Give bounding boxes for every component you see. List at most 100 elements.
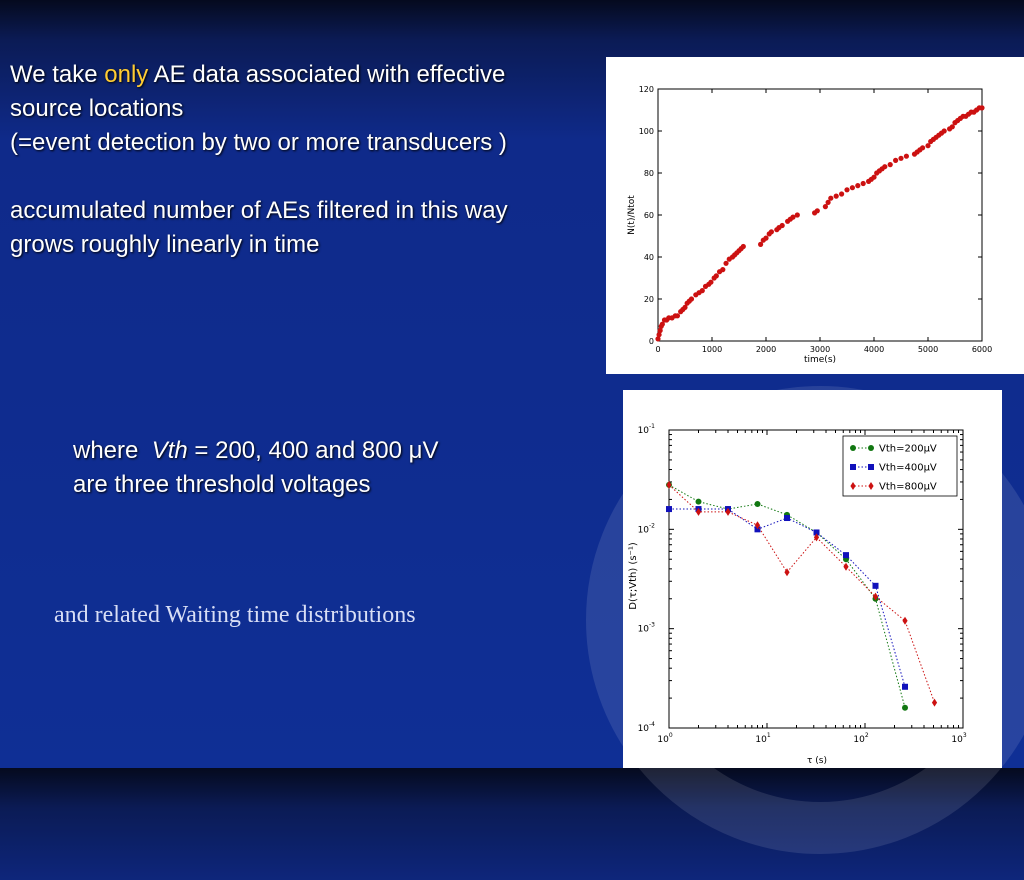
x-tick-label: 3000: [810, 345, 830, 354]
data-point: [920, 145, 926, 151]
data-point: [887, 162, 893, 168]
where-line-2: are three threshold voltages: [73, 471, 371, 498]
legend-label: Vth=400μV: [879, 463, 937, 474]
data-point: [844, 187, 850, 193]
data-point: [855, 183, 861, 189]
x-tick-label: 102: [853, 732, 868, 745]
x-tick-label: 6000: [972, 345, 992, 354]
highlight-only: only: [104, 61, 149, 88]
data-point: [720, 267, 726, 273]
data-point: [898, 155, 904, 161]
y-tick-label: 60: [644, 211, 654, 220]
data-point: [790, 214, 796, 220]
x-tick-label: 100: [657, 732, 672, 745]
intro-line-1: We take only AE data associated with eff…: [10, 61, 506, 88]
intro-line-2: source locations: [10, 95, 184, 122]
data-point: [768, 229, 774, 235]
data-point: [882, 164, 888, 170]
intro-line-5: grows roughly linearly in time: [10, 231, 320, 258]
legend-marker: [868, 445, 874, 451]
legend-marker: [868, 464, 874, 470]
y-tick-label: 10-3: [638, 622, 656, 635]
data-point: [763, 235, 769, 241]
legend-marker: [850, 482, 856, 490]
plot-frame: [668, 429, 964, 729]
data-point: [925, 143, 931, 149]
data-point: [695, 498, 702, 505]
legend: Vth=200μV Vth=400μV Vth=800μV: [842, 435, 958, 497]
data-point: [979, 105, 985, 111]
data-point: [843, 552, 850, 559]
data-point: [902, 704, 909, 711]
plot-frame: [657, 88, 983, 342]
data-point: [825, 199, 831, 205]
data-point: [822, 204, 828, 210]
y-tick-label: 80: [644, 169, 654, 178]
data-point: [659, 321, 665, 327]
data-point: [688, 296, 695, 302]
data-point: [699, 288, 705, 294]
y-tick-label: 20: [644, 295, 654, 304]
data-point: [849, 185, 855, 191]
data-point: [860, 180, 866, 187]
legend-marker: [850, 445, 856, 451]
data-point: [682, 304, 688, 310]
x-tick-label: 1000: [702, 345, 722, 354]
data-point: [871, 174, 877, 180]
x-axis-label: τ (s): [807, 756, 827, 766]
data-point: [813, 533, 820, 542]
waiting-time-figure: 100 101 102 103 10-4 10-3 10-2 10-1 Vth=200μV Vth…: [623, 390, 1002, 768]
y-axis-label: N(t)/Ntot: [627, 195, 637, 235]
data-point: [833, 193, 839, 199]
y-tick-label: 100: [639, 127, 654, 136]
data-point: [828, 195, 834, 201]
y-tick-label: 0: [649, 337, 654, 346]
data-point: [949, 124, 955, 130]
data-point: [893, 157, 899, 163]
x-tick-label: 5000: [918, 345, 938, 354]
data-point: [723, 260, 729, 266]
legend-label: Vth=200μV: [879, 444, 937, 455]
vth-symbol: Vth: [151, 437, 188, 464]
data-point: [839, 191, 845, 197]
x-tick-label: 2000: [756, 345, 776, 354]
data-point: [872, 592, 879, 601]
threshold-text-block: where Vth = 200, 400 and 800 μV are thre…: [73, 434, 543, 502]
x-tick-label: 101: [755, 732, 770, 745]
y-tick-label: 10-1: [638, 423, 656, 436]
intro-text-block: We take only AE data associated with eff…: [10, 58, 610, 262]
data-point: [713, 273, 719, 279]
legend-marker: [850, 464, 856, 470]
x-tick-label: 0: [655, 345, 660, 354]
legend-marker: [868, 482, 874, 490]
data-point: [784, 568, 790, 577]
data-point: [931, 698, 938, 707]
x-axis-label: time(s): [804, 355, 836, 365]
data-point: [754, 526, 761, 533]
data-point: [674, 313, 681, 319]
data-point: [666, 480, 672, 489]
y-tick-label: 10-4: [638, 721, 656, 734]
waiting-time-caption: and related Waiting time distributions: [54, 602, 416, 628]
y-tick-label: 10-2: [638, 522, 656, 535]
series-line: [668, 484, 935, 703]
data-point: [813, 529, 820, 536]
data-point: [666, 506, 672, 513]
data-point: [843, 562, 849, 571]
data-point: [903, 153, 909, 159]
data-point: [779, 222, 785, 229]
data-point: [794, 212, 800, 218]
data-point: [758, 241, 764, 247]
y-tick-label: 40: [644, 253, 654, 262]
cumulative-count-figure: 0 1000 2000 3000 4000 5000 6000 0 20 40 60 80 100 120…: [606, 57, 1024, 374]
data-point: [656, 332, 662, 338]
x-tick-label: 4000: [864, 345, 884, 354]
intro-line-3: (=event detection by two or more transdu…: [10, 129, 507, 156]
y-tick-label: 120: [639, 85, 654, 94]
data-point: [655, 336, 661, 342]
intro-line-4: accumulated number of AEs filtered in th…: [10, 197, 508, 224]
series-line: [669, 508, 906, 687]
y-axis-label: D(τ;Vth) (s⁻¹): [628, 542, 639, 610]
data-point: [784, 515, 791, 522]
legend-label: Vth=800μV: [879, 482, 937, 493]
